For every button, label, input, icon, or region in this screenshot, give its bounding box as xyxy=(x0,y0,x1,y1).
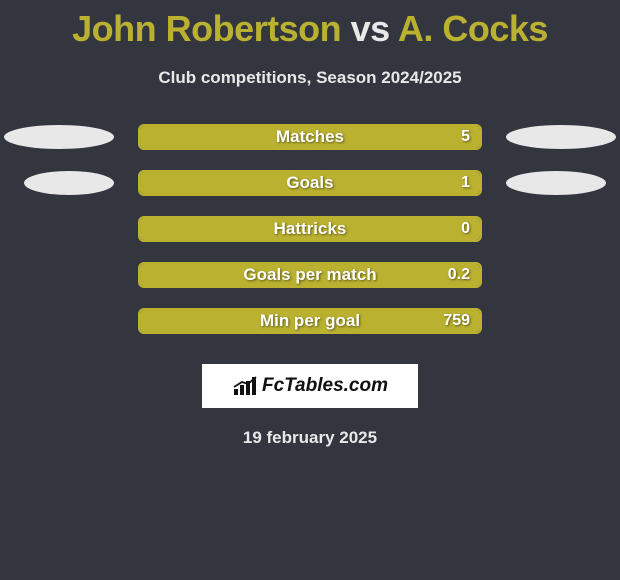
stat-row: Goals per match0.2 xyxy=(0,262,620,288)
player1-blob xyxy=(4,125,114,149)
player2-blob xyxy=(506,171,606,195)
stat-row: Goals1 xyxy=(0,170,620,196)
stat-row: Min per goal759 xyxy=(0,308,620,334)
stat-label: Goals xyxy=(140,173,480,193)
stat-label: Goals per match xyxy=(140,265,480,285)
stat-value: 0.2 xyxy=(448,266,470,284)
stat-bar: Hattricks0 xyxy=(138,216,482,242)
player2-blob xyxy=(506,125,616,149)
logo-chart-icon xyxy=(232,375,258,397)
stat-value: 759 xyxy=(443,312,470,330)
stat-value: 0 xyxy=(461,220,470,238)
stat-value: 5 xyxy=(461,128,470,146)
player1-blob xyxy=(24,171,114,195)
vs-label: vs xyxy=(351,8,390,49)
stat-bar: Goals1 xyxy=(138,170,482,196)
stat-bar: Matches5 xyxy=(138,124,482,150)
player2-name: A. Cocks xyxy=(398,8,548,49)
stat-bar: Min per goal759 xyxy=(138,308,482,334)
comparison-title: John Robertson vs A. Cocks xyxy=(0,0,620,50)
logo-text: FcTables.com xyxy=(262,375,388,397)
subtitle: Club competitions, Season 2024/2025 xyxy=(0,68,620,88)
stat-value: 1 xyxy=(461,174,470,192)
stat-label: Hattricks xyxy=(140,219,480,239)
stats-rows: Matches5Goals1Hattricks0Goals per match0… xyxy=(0,124,620,334)
stat-bar: Goals per match0.2 xyxy=(138,262,482,288)
stat-label: Matches xyxy=(140,127,480,147)
stat-label: Min per goal xyxy=(140,311,480,331)
player1-name: John Robertson xyxy=(72,8,341,49)
stat-row: Hattricks0 xyxy=(0,216,620,242)
date-label: 19 february 2025 xyxy=(0,428,620,448)
logo-box[interactable]: FcTables.com xyxy=(202,364,418,408)
stat-row: Matches5 xyxy=(0,124,620,150)
